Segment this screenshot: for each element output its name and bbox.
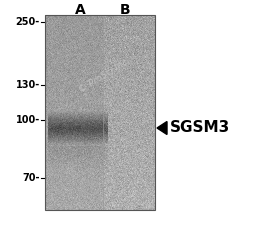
- Text: © ProSci Inc.: © ProSci Inc.: [78, 56, 132, 94]
- Text: 250-: 250-: [16, 17, 40, 27]
- Text: 100-: 100-: [16, 115, 40, 125]
- Text: B: B: [120, 3, 130, 17]
- Text: 130-: 130-: [16, 80, 40, 90]
- Text: A: A: [75, 3, 85, 17]
- Polygon shape: [157, 122, 167, 134]
- Text: 70-: 70-: [23, 173, 40, 183]
- Text: SGSM3: SGSM3: [170, 121, 230, 136]
- Bar: [45, 15, 155, 210]
